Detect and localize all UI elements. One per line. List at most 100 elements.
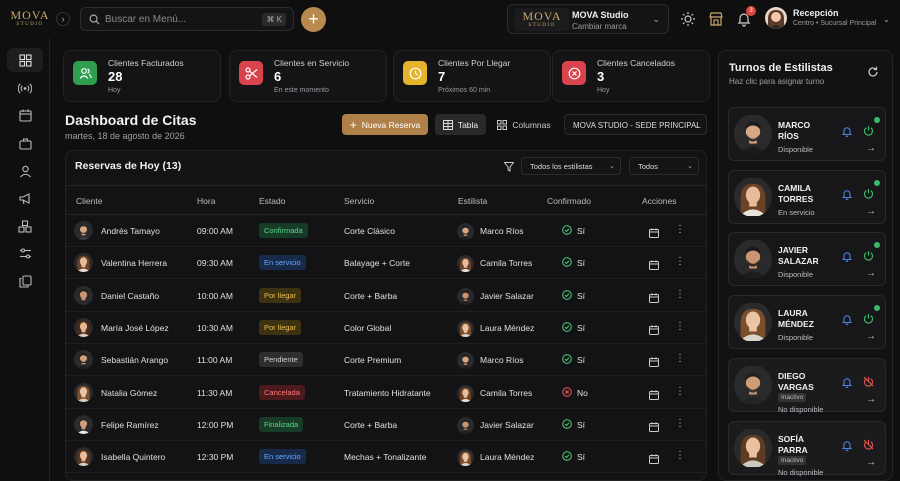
sidebar-item-clients[interactable] <box>7 159 43 183</box>
arrow-right-icon[interactable]: → <box>866 456 876 468</box>
sun-icon[interactable] <box>680 11 696 27</box>
client-name[interactable]: Isabella Quintero <box>101 452 166 463</box>
table-row[interactable]: Andrés Tamayo 09:00 AM Confirmada Corte Clá… <box>66 215 706 247</box>
bell-icon[interactable] <box>841 249 853 267</box>
calendar-icon[interactable] <box>649 354 659 372</box>
sidebar-item-marketing[interactable] <box>7 186 43 210</box>
calendar-icon[interactable] <box>649 419 659 437</box>
client-name[interactable]: Daniel Castaño <box>101 290 160 301</box>
status-filter-select[interactable]: Todos ⌄ <box>629 157 699 175</box>
calendar-icon[interactable] <box>649 322 659 340</box>
power-off-icon[interactable] <box>863 437 874 455</box>
table-row[interactable]: Daniel Castaño 10:00 AM Por llegar Corte + … <box>66 280 706 312</box>
header-stylist[interactable]: Estilista <box>458 196 488 206</box>
power-icon[interactable] <box>863 186 874 204</box>
arrow-right-icon[interactable]: → <box>866 331 876 343</box>
collapse-sidebar-button[interactable]: › <box>56 12 70 26</box>
stat-title: Clientes en Servicio <box>274 58 350 68</box>
client-name[interactable]: Natalia Gómez <box>101 387 158 398</box>
user-menu-chevron-icon[interactable]: ⌄ <box>883 15 890 24</box>
client-name[interactable]: María José López <box>101 322 169 333</box>
table-row[interactable]: Isabella Quintero 12:30 PM En servicio Mech… <box>66 441 706 474</box>
sidebar-item-services[interactable] <box>7 131 43 155</box>
more-options-icon[interactable]: ⋮ <box>675 224 685 235</box>
client-name[interactable]: Valentina Herrera <box>101 258 167 269</box>
header-status[interactable]: Estado <box>259 196 286 206</box>
stylist-card[interactable]: JAVIER SALAZAR Disponible → <box>728 232 886 287</box>
confirmed-value: Sí <box>577 355 586 366</box>
arrow-right-icon[interactable]: → <box>866 393 876 405</box>
service-name: Tratamiento Hidratante <box>344 387 431 398</box>
header-client[interactable]: Cliente <box>76 196 103 206</box>
table-row[interactable]: Valentina Herrera 09:30 AM En servicio Bala… <box>66 247 706 280</box>
client-avatar <box>74 221 93 240</box>
header-confirmed[interactable]: Confirmado <box>547 196 591 206</box>
arrow-right-icon[interactable]: → <box>866 205 876 217</box>
store-icon[interactable] <box>708 11 724 27</box>
more-options-icon[interactable]: ⋮ <box>675 353 685 365</box>
sidebar-item-dashboard[interactable] <box>7 48 43 72</box>
stat-card-1[interactable]: Clientes en Servicio 6 En este momento <box>229 50 387 102</box>
sidebar-item-settings[interactable] <box>7 241 43 265</box>
power-icon[interactable] <box>863 123 874 141</box>
bell-icon[interactable] <box>841 375 853 393</box>
status-badge: En servicio <box>259 449 306 465</box>
stylist-card[interactable]: LAURA MÉNDEZ Disponible → <box>728 295 886 350</box>
calendar-icon[interactable] <box>649 451 659 469</box>
user-avatar[interactable] <box>765 7 787 29</box>
power-icon[interactable] <box>863 311 874 329</box>
sidebar-item-reports[interactable] <box>7 269 43 293</box>
stat-card-3[interactable]: Clientes Cancelados 3 Hoy <box>552 50 710 102</box>
bell-icon[interactable] <box>736 11 752 27</box>
calendar-icon[interactable] <box>649 257 659 275</box>
stylist-card[interactable]: SOFÍA PARRA Inactivo No disponible → <box>728 420 886 477</box>
power-off-icon[interactable] <box>863 374 874 392</box>
table-row[interactable]: Sebastián Arango 11:00 AM Pendiente Corte P… <box>66 344 706 377</box>
client-name[interactable]: Andrés Tamayo <box>101 226 160 236</box>
more-options-icon[interactable]: ⋮ <box>675 417 685 429</box>
new-reservation-button[interactable]: + Nueva Reserva <box>342 114 428 135</box>
more-options-icon[interactable]: ⋮ <box>675 385 685 397</box>
sede-select[interactable]: MOVA STUDIO - SEDE PRINCIPAL ⌄ <box>564 114 707 135</box>
calendar-icon[interactable] <box>649 387 659 405</box>
stylist-card[interactable]: MARCO RÍOS Disponible → <box>728 107 886 161</box>
filter-icon[interactable] <box>504 162 514 172</box>
bell-icon[interactable] <box>841 312 853 330</box>
stylist-card[interactable]: DIEGO VARGAS Inactivo No disponible → <box>728 357 886 414</box>
stylist-filter-select[interactable]: Todos los estilistas ⌄ <box>521 157 621 175</box>
client-name[interactable]: Felipe Ramírez <box>101 419 159 430</box>
stat-card-0[interactable]: Clientes Facturados 28 Hoy <box>63 50 221 102</box>
more-options-icon[interactable]: ⋮ <box>675 450 685 462</box>
check-circle-icon <box>562 354 572 366</box>
sidebar-item-inventory[interactable] <box>7 214 43 238</box>
stylist-photo <box>734 365 772 405</box>
columns-button[interactable]: Columnas <box>492 114 556 135</box>
header-time[interactable]: Hora <box>197 196 216 206</box>
sidebar-item-live[interactable] <box>7 76 43 100</box>
quick-add-button[interactable]: + <box>301 7 326 32</box>
table-row[interactable]: Natalia Gómez 11:30 AM Cancelada Tratamient… <box>66 377 706 409</box>
table-view-button[interactable]: Tabla <box>435 114 486 135</box>
client-name[interactable]: Sebastián Arango <box>101 355 169 366</box>
sidebar-item-calendar[interactable] <box>7 103 43 127</box>
bell-icon[interactable] <box>841 124 853 142</box>
power-icon[interactable] <box>863 248 874 266</box>
table-row[interactable]: María José López 10:30 AM Por llegar Color … <box>66 312 706 344</box>
more-options-icon[interactable]: ⋮ <box>675 256 685 268</box>
more-options-icon[interactable]: ⋮ <box>675 320 685 332</box>
table-row[interactable]: Felipe Ramírez 12:00 PM Finalizada Corte + … <box>66 409 706 441</box>
more-options-icon[interactable]: ⋮ <box>675 288 685 300</box>
arrow-right-icon[interactable]: → <box>866 268 876 280</box>
refresh-icon[interactable] <box>867 66 879 78</box>
calendar-icon[interactable] <box>649 290 659 308</box>
calendar-icon[interactable] <box>649 225 659 243</box>
brand-logo[interactable]: MOVA STUDIO <box>8 9 52 27</box>
header-service[interactable]: Servicio <box>344 196 375 206</box>
search-box[interactable]: Buscar en Menú... ⌘ K <box>80 7 294 31</box>
bell-icon[interactable] <box>841 438 853 456</box>
bell-icon[interactable] <box>841 187 853 205</box>
studio-switcher[interactable]: MOVA STUDIO MOVA Studio Cambiar marca ⌄ <box>507 4 669 34</box>
stylist-card[interactable]: CAMILA TORRES En servicio → <box>728 169 886 224</box>
stat-card-2[interactable]: Clientes Por Llegar 7 Próximos 60 min <box>393 50 551 102</box>
arrow-right-icon[interactable]: → <box>866 143 876 154</box>
